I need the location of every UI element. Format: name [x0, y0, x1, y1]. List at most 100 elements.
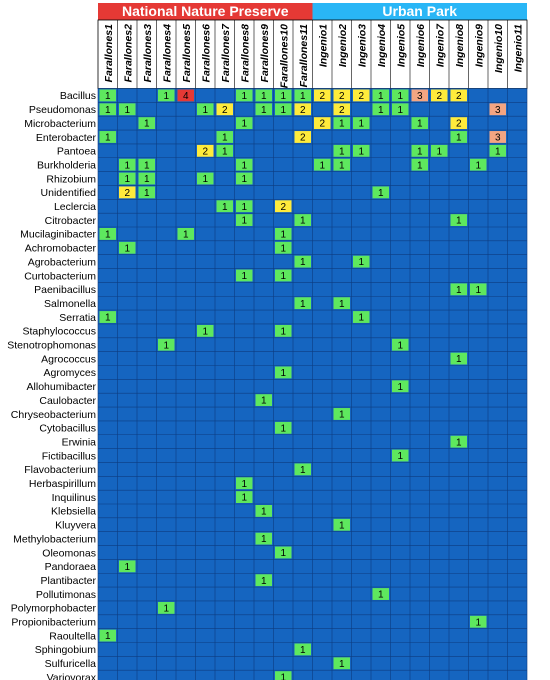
- cell: [333, 89, 350, 102]
- column-label: Farallones6: [200, 24, 212, 83]
- cell: [450, 352, 467, 365]
- row-label: Erwinia: [62, 436, 97, 448]
- cell-value: 1: [163, 603, 169, 614]
- cell: [333, 144, 350, 157]
- cell-value: 1: [241, 216, 247, 227]
- cell: [216, 144, 233, 157]
- row-label: Plantibacter: [41, 575, 97, 587]
- cell: [99, 131, 116, 143]
- cell-value: 1: [280, 271, 286, 282]
- cell: [353, 255, 370, 268]
- column-label: Farallones9: [259, 24, 271, 83]
- column-label: Farallones10: [278, 24, 290, 88]
- row-label: Oleomonas: [42, 547, 96, 559]
- cell: [158, 601, 175, 614]
- cell: [372, 89, 389, 102]
- cell-value: 2: [436, 91, 442, 102]
- cell-value: 1: [144, 160, 150, 171]
- cell-value: 1: [319, 160, 325, 171]
- cell: [294, 131, 311, 143]
- cell: [236, 477, 253, 490]
- cell-value: 1: [261, 105, 267, 116]
- cell: [197, 172, 214, 185]
- cell: [275, 421, 292, 434]
- row-label: Chryseobacterium: [11, 409, 96, 421]
- cell: [255, 505, 272, 517]
- cell: [236, 214, 253, 226]
- cell-value: 1: [280, 105, 286, 116]
- cell: [236, 491, 253, 503]
- row-label: Rhizobium: [46, 173, 96, 185]
- cell-value: 1: [280, 423, 286, 434]
- row-label: Sulfuricella: [45, 658, 97, 670]
- cell-value: 2: [339, 91, 345, 102]
- cell-value: 1: [475, 160, 481, 171]
- cell: [275, 241, 292, 254]
- cell: [450, 89, 467, 102]
- cell: [275, 366, 292, 379]
- cell: [197, 144, 214, 157]
- cell: [353, 144, 370, 157]
- row-label: Propionibacterium: [11, 617, 96, 629]
- cell: [255, 574, 272, 587]
- cell: [392, 380, 409, 393]
- row-label: Agrococcus: [41, 353, 96, 365]
- cell: [411, 89, 428, 102]
- cell: [294, 463, 311, 476]
- column-label: Farallones1: [103, 24, 115, 83]
- cell-value: 1: [417, 146, 423, 157]
- cell-value: 1: [222, 133, 228, 144]
- cell-value: 1: [280, 326, 286, 337]
- group-headers: National Nature Preserve Urban Park: [97, 3, 528, 89]
- cell-value: 1: [456, 354, 462, 365]
- cell: [138, 117, 155, 130]
- row-label: Pollutimonas: [36, 589, 96, 601]
- cell: [197, 103, 214, 116]
- column-label: Ingenio6: [415, 24, 427, 67]
- cell-value: 1: [397, 382, 403, 393]
- cell: [489, 103, 506, 116]
- cell-value: 2: [202, 146, 208, 157]
- cell-value: 1: [280, 91, 286, 102]
- cell-value: 1: [261, 507, 267, 518]
- cell: [158, 338, 175, 351]
- cell: [138, 186, 155, 199]
- cell-value: 3: [495, 133, 501, 144]
- cell: [353, 311, 370, 323]
- cell: [431, 144, 448, 157]
- row-label: Achromobacter: [25, 243, 97, 255]
- cell: [294, 89, 311, 102]
- cell-value: 1: [300, 465, 306, 476]
- cell: [236, 172, 253, 185]
- column-label: Ingenio7: [434, 23, 446, 67]
- cell-value: 1: [280, 243, 286, 254]
- cell: [411, 144, 428, 157]
- cell-value: 1: [105, 133, 111, 144]
- row-label: Curtobacterium: [24, 270, 96, 282]
- cell-value: 1: [261, 576, 267, 587]
- cell: [275, 546, 292, 559]
- cell-value: 1: [339, 520, 345, 531]
- column-label: Ingenio11: [512, 24, 524, 72]
- cell: [450, 214, 467, 226]
- cell-value: 1: [241, 119, 247, 130]
- cell-value: 1: [397, 105, 403, 116]
- cell: [119, 103, 136, 116]
- cell-value: 2: [124, 188, 130, 199]
- cell: [99, 311, 116, 323]
- cell: [489, 131, 506, 143]
- row-labels: Bacillus Pseudomonas Microbacterium Enterob…: [7, 90, 96, 680]
- row-label: Herbaspirillum: [29, 478, 96, 490]
- cell: [216, 200, 233, 213]
- row-label: Fictibacillus: [42, 450, 96, 462]
- cell: [314, 158, 331, 171]
- cell: [119, 158, 136, 171]
- cell: [275, 228, 292, 240]
- column-label: Farallones3: [142, 24, 154, 83]
- column-label: Ingenio10: [493, 24, 505, 73]
- cell-value: 1: [202, 105, 208, 116]
- cell-value: 1: [105, 230, 111, 241]
- row-label: Caulobacter: [39, 395, 96, 407]
- row-label: Inquilinus: [52, 492, 96, 504]
